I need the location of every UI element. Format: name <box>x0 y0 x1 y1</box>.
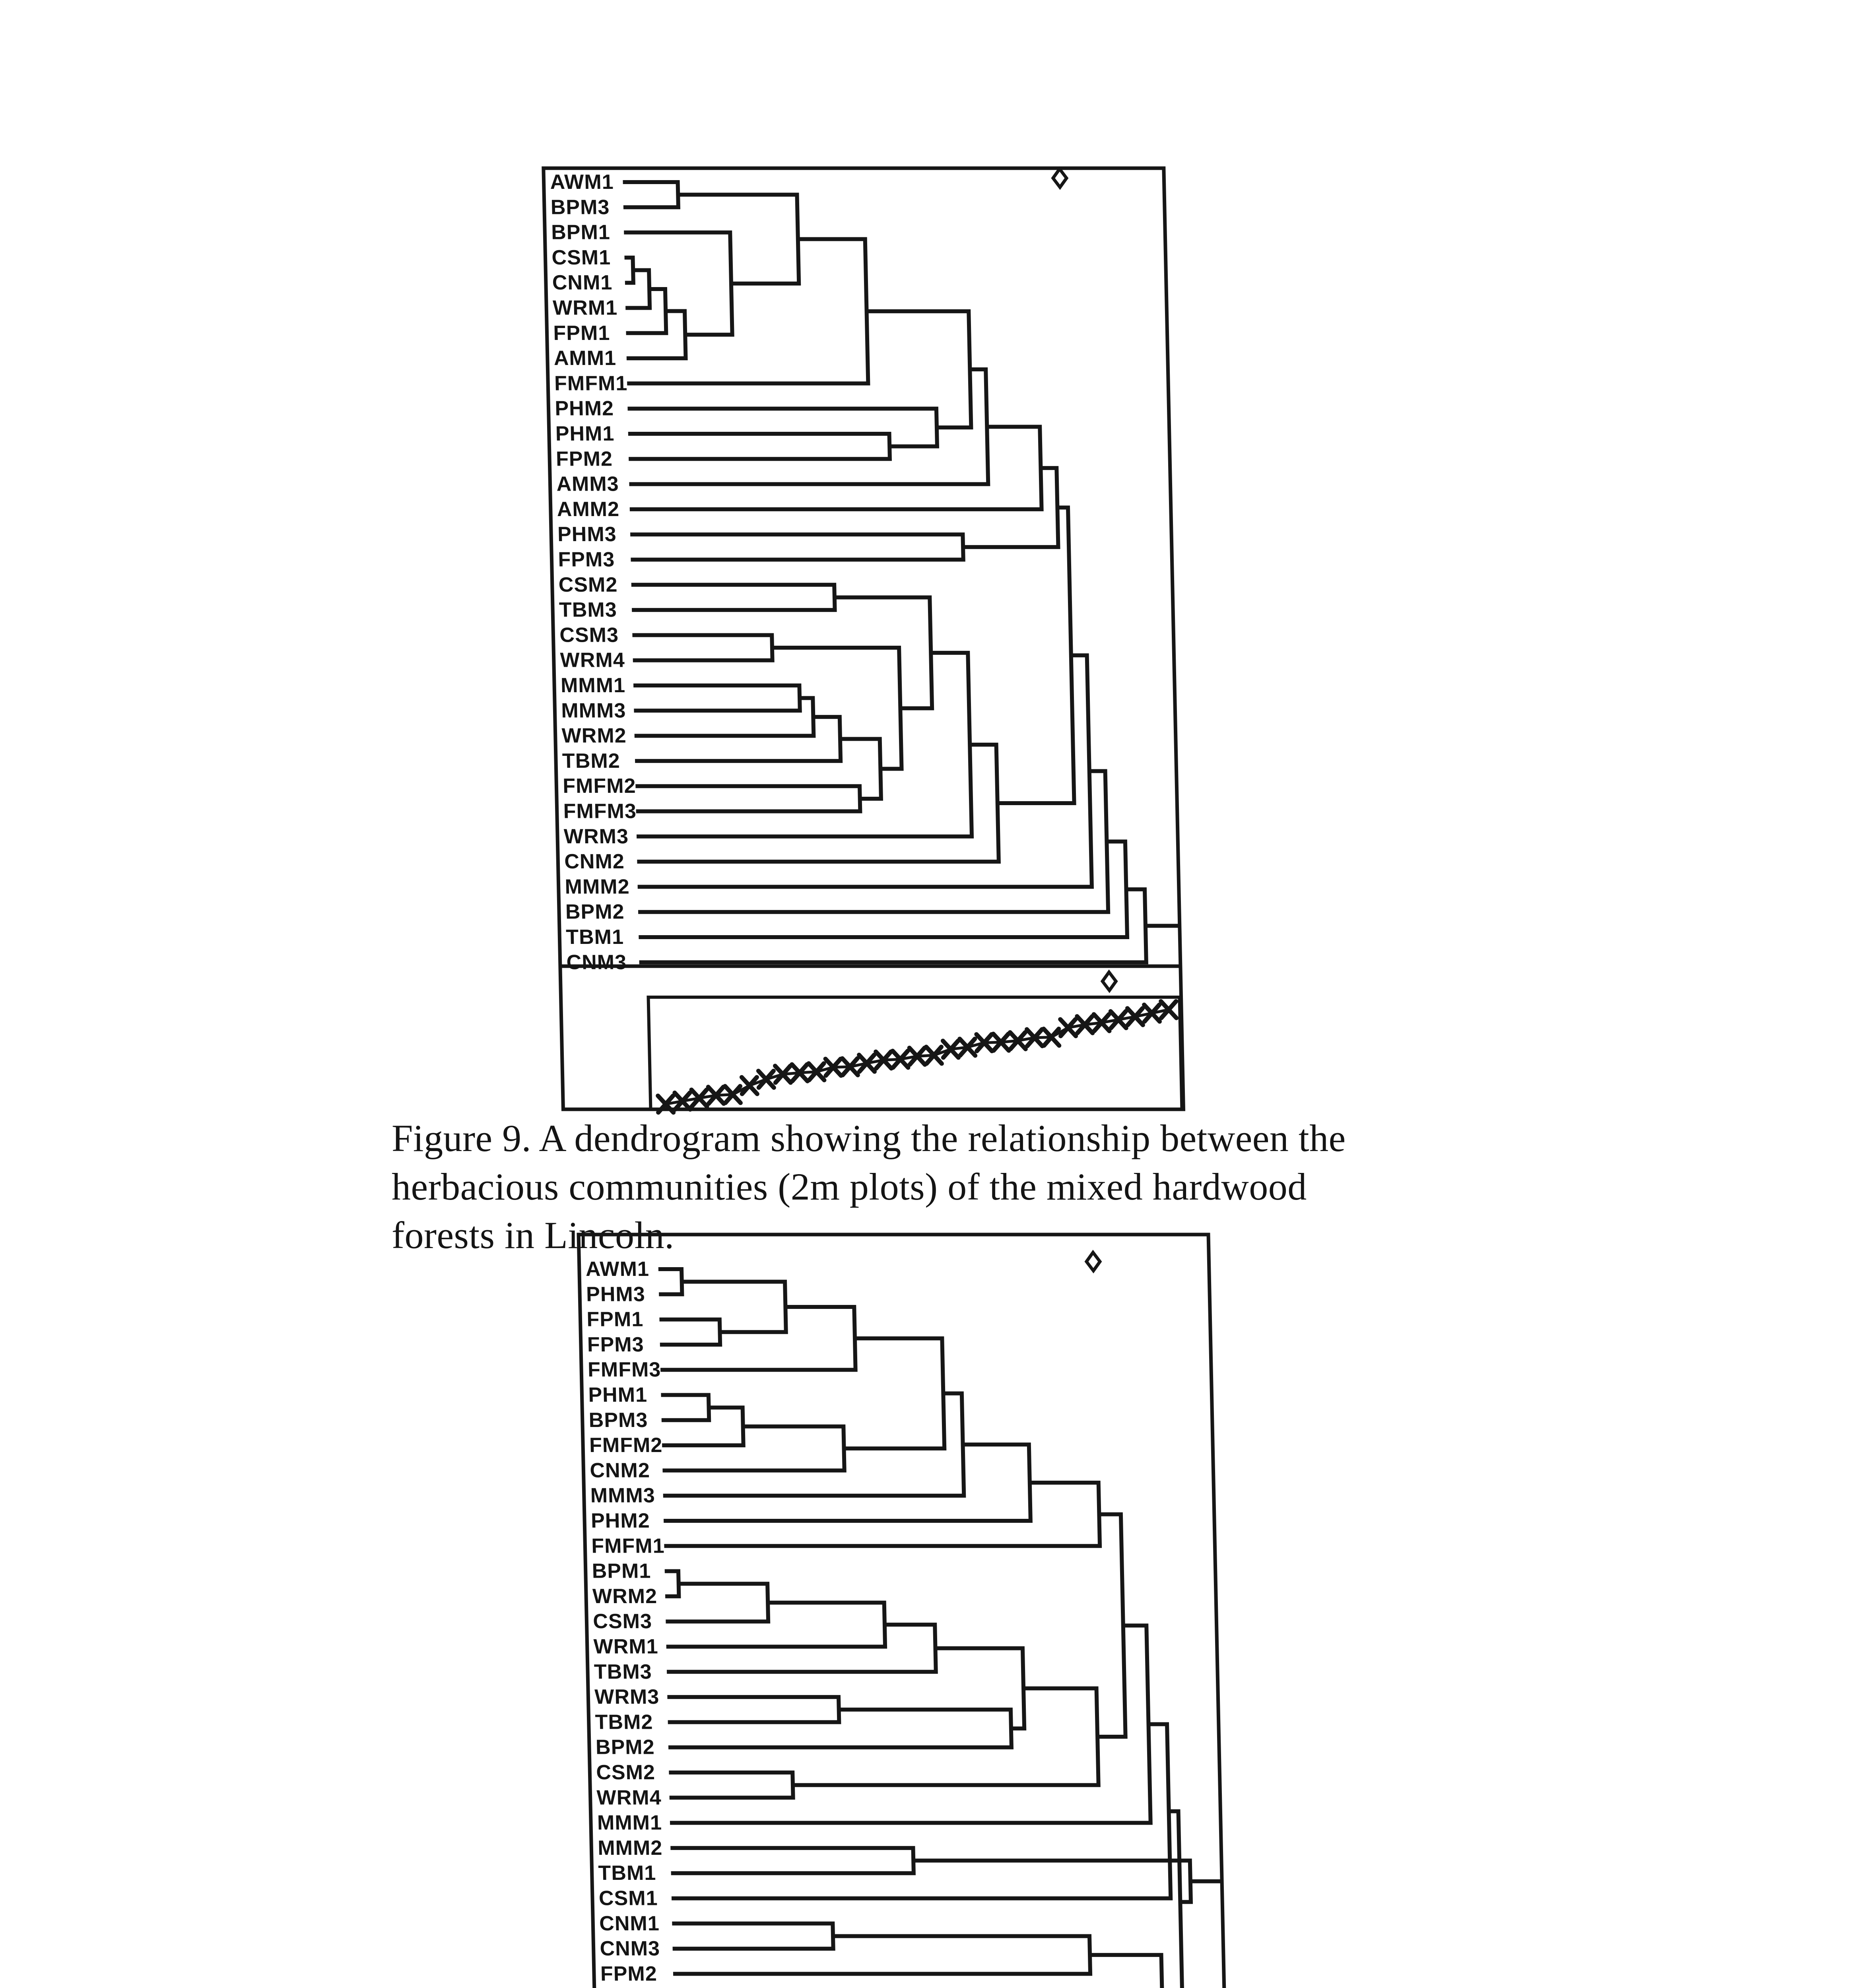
diamond-icon <box>1100 969 1118 993</box>
dendrogram-leaf-label: TBM3 <box>594 1660 652 1683</box>
dendrogram-leaf-label: CNM1 <box>599 1912 660 1935</box>
dendrogram-leaf-label: MMM2 <box>565 875 630 898</box>
dendrogram-leaf-label: FPM1 <box>586 1308 644 1331</box>
dendrogram-leaf-label: WRM3 <box>563 825 629 848</box>
dendrogram-leaf-label: CNM2 <box>564 850 625 873</box>
dendrogram-leaf-label: AMM1 <box>553 347 616 370</box>
dendrogram-leaf-label: CNM1 <box>552 271 613 294</box>
dendrogram-leaf-label: PHM3 <box>586 1283 646 1306</box>
caption-line: herbacious communities (2m plots) of the… <box>392 1165 1307 1208</box>
dendrogram-leaf-label: CSM2 <box>558 573 618 596</box>
dendrogram-leaf-label: CSM2 <box>596 1761 656 1784</box>
dendrogram-links <box>623 180 1180 965</box>
dendrogram-leaf-label: WRM3 <box>594 1685 660 1708</box>
dendrogram-links <box>658 1267 1223 1988</box>
dendrogram-leaf-label: BPM1 <box>592 1560 651 1583</box>
dendrogram-leaf-label: MMM1 <box>597 1811 662 1835</box>
dendrogram-leaf-label: FPM2 <box>600 1962 657 1985</box>
dendrogram-leaf-label: AWM1 <box>550 171 614 194</box>
dendrogram-leaf-label: WRM2 <box>561 724 627 747</box>
caption-line: Figure 9. A dendrogram showing the relat… <box>392 1117 1346 1159</box>
dendrogram-leaf-label: PHM1 <box>588 1384 648 1407</box>
dendrogram-leaf-label: FPM2 <box>556 447 613 470</box>
figure-content: AWM1BPM3BPM1CSM1CNM1WRM1FPM1AMM1FMFM1PHM… <box>542 166 1186 1115</box>
dendrogram-leaf-label: CNM3 <box>566 951 627 974</box>
dendrogram-leaf-label: PHM3 <box>557 523 617 546</box>
dendrogram-leaf-label: PHM2 <box>555 397 614 420</box>
dendrogram-leaf-label: TBM1 <box>598 1862 656 1885</box>
dendrogram-leaf-label: FMFM3 <box>563 800 637 823</box>
dendrogram-leaf-label: CNM3 <box>600 1937 660 1960</box>
dendrogram-leaf-label: AMM2 <box>557 498 619 521</box>
dendrogram-leaf-label: FPM3 <box>558 548 615 571</box>
dendrogram-leaf-label: FMFM2 <box>589 1434 663 1457</box>
dendrogram-leaf-label: FPM3 <box>587 1333 644 1356</box>
figure9-caption: Figure 9. A dendrogram showing the relat… <box>392 1114 1346 1260</box>
dendrogram-leaf-label: BPM2 <box>565 901 625 924</box>
dendrogram-leaf-label: MMM2 <box>598 1837 663 1860</box>
dendrogram-leaf-label: BPM3 <box>550 196 610 219</box>
dendrogram-leaf-label: TBM3 <box>559 598 617 621</box>
dendrogram-leaf-label: TBM2 <box>595 1710 653 1734</box>
dendrogram-leaf-label: CSM1 <box>598 1887 658 1910</box>
dendrogram-leaf-label: CNM2 <box>590 1459 650 1482</box>
dendrogram-leaf-label: FMFM1 <box>554 372 628 395</box>
dendrogram-leaf-label: FMFM2 <box>563 775 636 798</box>
dendrogram-leaf-label: WRM4 <box>560 649 625 672</box>
dendrogram-leaf-label: BPM3 <box>588 1409 648 1432</box>
dendrogram-leaf-label: MMM3 <box>590 1484 655 1507</box>
figure-box <box>577 1233 1230 1988</box>
dendrogram-leaf-label: PHM2 <box>591 1509 650 1532</box>
dendrogram-leaf-label: MMM1 <box>561 674 626 697</box>
dendrogram-leaf-label: MMM3 <box>561 699 626 722</box>
dendrogram-leaf-label: CSM3 <box>559 623 619 646</box>
figure-content: AWM1PHM3FPM1FPM3FMFM3PHM1BPM3FMFM2CNM2MM… <box>577 1233 1230 1988</box>
dendrogram-leaf-label: BPM2 <box>595 1736 655 1759</box>
dendrogram-leaf-label: AMM3 <box>556 473 619 496</box>
dendrogram-leaf-label: WRM2 <box>592 1585 657 1608</box>
dendrogram-leaf-label: BPM1 <box>551 221 611 244</box>
dendrogram-leaf-label: CSM3 <box>593 1610 652 1633</box>
dendrogram-leaf-label: FPM1 <box>553 322 610 345</box>
dendrogram-leaf-label: TBM1 <box>566 926 624 949</box>
dendrogram-leaf-label: FMFM3 <box>588 1358 661 1381</box>
figure9-dendrogram-plot: AWM1BPM3BPM1CSM1CNM1WRM1FPM1AMM1FMFM1PHM… <box>542 166 1186 1115</box>
dendrogram-leaf-label: PHM1 <box>555 422 615 445</box>
dendrogram-leaf-label: AWM1 <box>585 1258 649 1281</box>
dendrogram-leaf-label: TBM2 <box>562 749 620 773</box>
dendrogram-leaf-label: FMFM1 <box>591 1534 665 1557</box>
dendrogram-leaf-label: CSM1 <box>551 246 611 269</box>
figure10-dendrogram-plot: AWM1PHM3FPM1FPM3FMFM3PHM1BPM3FMFM2CNM2MM… <box>577 1233 1230 1988</box>
scree-markers <box>656 999 1179 1115</box>
dendrogram-leaf-label: WRM1 <box>593 1635 658 1658</box>
scree-plot-box <box>647 996 1184 1111</box>
diamond-icon <box>1051 166 1069 190</box>
diamond-icon <box>1084 1250 1102 1274</box>
dendrogram-leaf-label: WRM1 <box>553 297 618 320</box>
dendrogram-leaf-label: WRM4 <box>596 1786 662 1809</box>
